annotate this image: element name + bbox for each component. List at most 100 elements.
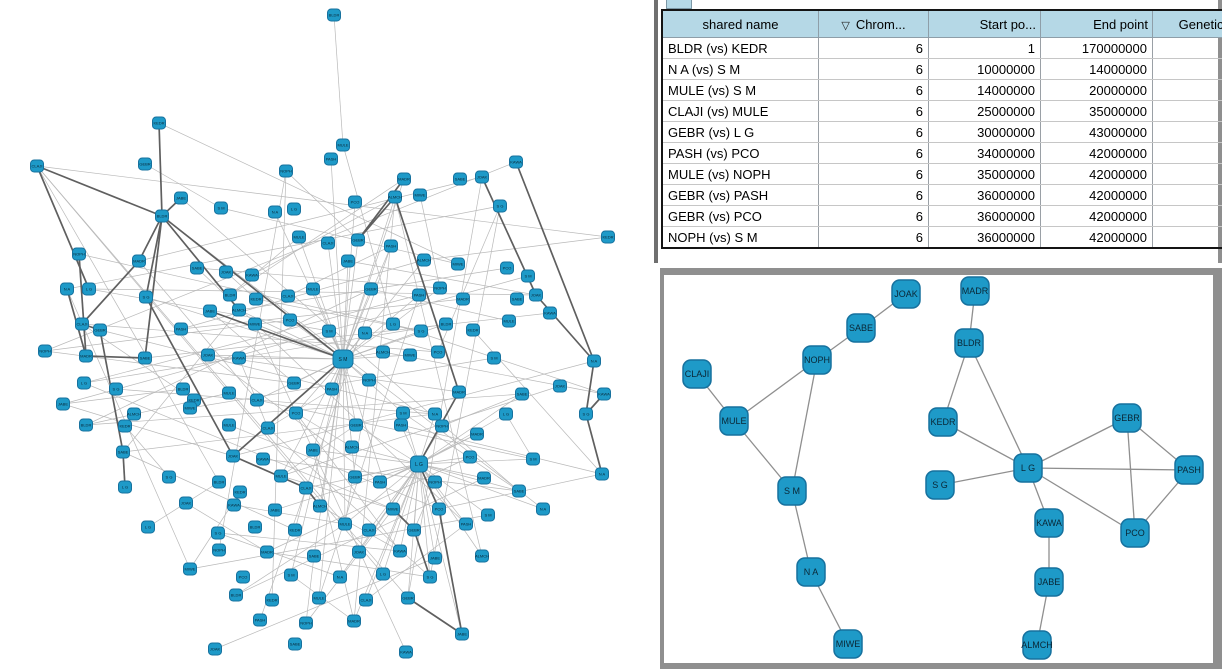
node-shape[interactable] bbox=[499, 407, 513, 421]
node-shape[interactable] bbox=[579, 407, 593, 421]
node-shape[interactable] bbox=[526, 452, 540, 466]
node-shape[interactable] bbox=[512, 484, 526, 498]
node-shape[interactable] bbox=[373, 475, 387, 489]
node-shape[interactable] bbox=[219, 265, 233, 279]
node-shape[interactable] bbox=[341, 254, 355, 268]
node-shape[interactable] bbox=[553, 379, 567, 393]
network-node[interactable]: S G bbox=[139, 290, 153, 304]
network-node[interactable]: S G bbox=[414, 324, 428, 338]
node-shape[interactable] bbox=[79, 349, 93, 363]
node-shape[interactable] bbox=[183, 562, 197, 576]
node-shape[interactable] bbox=[536, 502, 550, 516]
node-shape[interactable] bbox=[208, 642, 222, 656]
node-shape[interactable] bbox=[138, 351, 152, 365]
network-node[interactable]: KAWA bbox=[597, 387, 611, 401]
network-node[interactable]: KEDR bbox=[466, 323, 480, 337]
table-row[interactable]: PASH (vs) PCO6340000004200000011.4 bbox=[661, 142, 1222, 164]
network-node[interactable]: ALMCH bbox=[313, 499, 327, 513]
node-shape[interactable] bbox=[376, 567, 390, 581]
network-node[interactable]: GEBR bbox=[351, 233, 365, 247]
node-shape[interactable] bbox=[223, 288, 237, 302]
node-shape[interactable] bbox=[336, 138, 350, 152]
network-node[interactable]: S G bbox=[162, 470, 176, 484]
node-shape[interactable] bbox=[152, 116, 166, 130]
node-shape[interactable] bbox=[313, 499, 327, 513]
network-node[interactable]: NOPH bbox=[38, 344, 52, 358]
main-network-canvas[interactable]: BLDR KEDR MULE CLAJI GEBR PASH NOPH MADR SABE JOA… bbox=[0, 0, 654, 669]
node-shape[interactable] bbox=[214, 201, 228, 215]
node-shape[interactable] bbox=[1013, 453, 1043, 483]
node-shape[interactable] bbox=[463, 450, 477, 464]
node-shape[interactable] bbox=[1034, 567, 1064, 597]
node-shape[interactable] bbox=[487, 351, 501, 365]
network-node[interactable]: MULE bbox=[292, 230, 306, 244]
network-node[interactable]: PASH bbox=[394, 418, 408, 432]
node-shape[interactable] bbox=[928, 407, 958, 437]
network-node[interactable]: L G bbox=[499, 407, 513, 421]
node-shape[interactable] bbox=[236, 570, 250, 584]
node-shape[interactable] bbox=[248, 317, 262, 331]
network-node[interactable]: PASH bbox=[174, 322, 188, 336]
node-shape[interactable] bbox=[515, 387, 529, 401]
network-node[interactable]: CLAJI bbox=[359, 593, 373, 607]
main-network-panel[interactable]: BLDR KEDR MULE CLAJI GEBR PASH NOPH MADR SABE JOA… bbox=[0, 0, 654, 669]
filtered-network-canvas[interactable]: JOAK MADR SABE NOPH CLAJI MULE BLDR KEDR GEBR PAS… bbox=[664, 275, 1213, 663]
network-node[interactable]: S M bbox=[332, 349, 354, 369]
network-node[interactable]: N A bbox=[595, 467, 609, 481]
node-shape[interactable] bbox=[265, 593, 279, 607]
network-node[interactable]: PCO bbox=[463, 450, 477, 464]
node-shape[interactable] bbox=[289, 406, 303, 420]
network-node[interactable]: MULE bbox=[222, 418, 236, 432]
table-row[interactable]: NOPH (vs) S M636000000420000009.9 bbox=[661, 226, 1222, 249]
network-node[interactable]: SABE bbox=[512, 484, 526, 498]
node-shape[interactable] bbox=[348, 470, 362, 484]
node-shape[interactable] bbox=[362, 523, 376, 537]
network-node[interactable]: MADR bbox=[470, 427, 484, 441]
network-node[interactable]: S G bbox=[211, 526, 225, 540]
node-shape[interactable] bbox=[261, 421, 275, 435]
node-shape[interactable] bbox=[212, 543, 226, 557]
network-node[interactable]: BLDR bbox=[248, 520, 262, 534]
network-node[interactable]: BLDR bbox=[79, 418, 93, 432]
network-node-jabe[interactable]: JABE bbox=[1034, 567, 1064, 597]
network-node[interactable]: MIWE bbox=[403, 348, 417, 362]
node-shape[interactable] bbox=[393, 544, 407, 558]
network-node[interactable]: JOAK bbox=[208, 642, 222, 656]
network-node[interactable]: L G bbox=[376, 567, 390, 581]
node-shape[interactable] bbox=[348, 195, 362, 209]
node-shape[interactable] bbox=[796, 557, 826, 587]
node-shape[interactable] bbox=[203, 304, 217, 318]
table-row[interactable]: MULE (vs) NOPH6350000004200000010.5 bbox=[661, 163, 1222, 185]
network-node[interactable]: BLDR bbox=[223, 288, 237, 302]
network-node[interactable]: S G bbox=[493, 199, 507, 213]
node-shape[interactable] bbox=[423, 570, 437, 584]
node-shape[interactable] bbox=[79, 418, 93, 432]
node-shape[interactable] bbox=[332, 349, 354, 369]
node-shape[interactable] bbox=[288, 637, 302, 651]
network-node[interactable]: S M bbox=[487, 351, 501, 365]
node-shape[interactable] bbox=[432, 502, 446, 516]
node-shape[interactable] bbox=[299, 481, 313, 495]
node-shape[interactable] bbox=[306, 282, 320, 296]
network-node-noph[interactable]: NOPH bbox=[802, 345, 832, 375]
network-node[interactable]: GEBR bbox=[401, 591, 415, 605]
network-node[interactable]: JOAK bbox=[553, 379, 567, 393]
network-node[interactable]: ALMCH bbox=[127, 407, 141, 421]
network-node[interactable]: NOPH bbox=[428, 475, 442, 489]
network-node[interactable]: GEBR bbox=[349, 418, 363, 432]
node-shape[interactable] bbox=[248, 520, 262, 534]
network-node[interactable]: GEBR bbox=[93, 323, 107, 337]
network-node[interactable]: MULE bbox=[336, 138, 350, 152]
network-node[interactable]: BLDR bbox=[229, 588, 243, 602]
node-shape[interactable] bbox=[394, 418, 408, 432]
node-shape[interactable] bbox=[322, 324, 336, 338]
node-shape[interactable] bbox=[174, 322, 188, 336]
network-node[interactable]: BLDR bbox=[212, 475, 226, 489]
network-node[interactable]: JABE bbox=[268, 503, 282, 517]
network-node[interactable]: PCO bbox=[431, 345, 445, 359]
network-node[interactable]: S M bbox=[214, 201, 228, 215]
node-shape[interactable] bbox=[324, 152, 338, 166]
network-node[interactable]: ALMCH bbox=[417, 253, 431, 267]
node-shape[interactable] bbox=[376, 345, 390, 359]
node-shape[interactable] bbox=[846, 313, 876, 343]
